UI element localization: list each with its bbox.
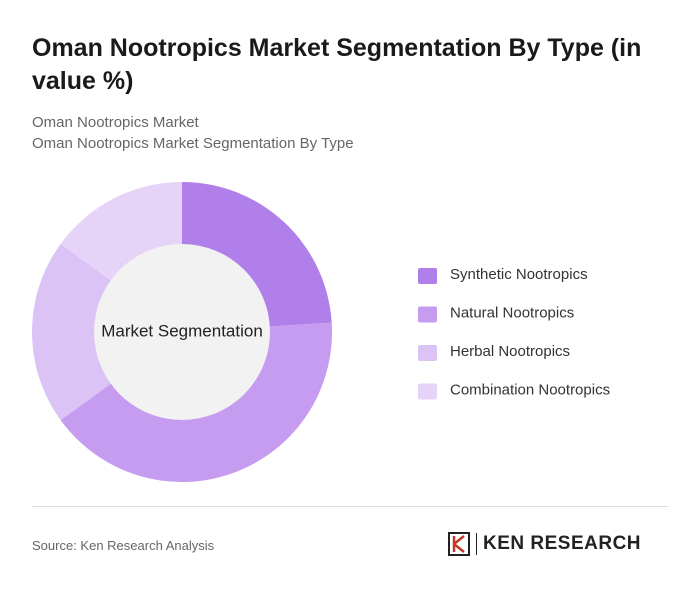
logo-icon xyxy=(448,532,470,556)
source: Source: Ken Research Analysis xyxy=(32,538,215,553)
center-label: Market Segmentation xyxy=(101,321,263,340)
legend-swatch xyxy=(418,306,437,323)
title: Oman Nootropics Market Segmentation By T… xyxy=(32,34,642,95)
legend-label: Synthetic Nootropics xyxy=(450,266,588,283)
logo: KEN RESEARCH xyxy=(448,532,641,556)
legend-label: Natural Nootropics xyxy=(450,304,574,321)
subtitle: Oman Nootropics Market Segmentation By T… xyxy=(32,135,354,152)
legend-swatch xyxy=(418,383,437,400)
legend-label: Combination Nootropics xyxy=(450,381,610,398)
divider xyxy=(32,506,668,507)
legend-label: Herbal Nootropics xyxy=(450,343,570,360)
subtitle: Oman Nootropics Market xyxy=(32,114,199,131)
donut-hole xyxy=(94,244,270,420)
chart: Market Segmentation Synthetic Nootropics N… xyxy=(31,182,610,483)
legend-swatch xyxy=(418,345,437,361)
legend-swatch xyxy=(418,268,437,284)
logo-text: KEN RESEARCH xyxy=(483,533,642,554)
